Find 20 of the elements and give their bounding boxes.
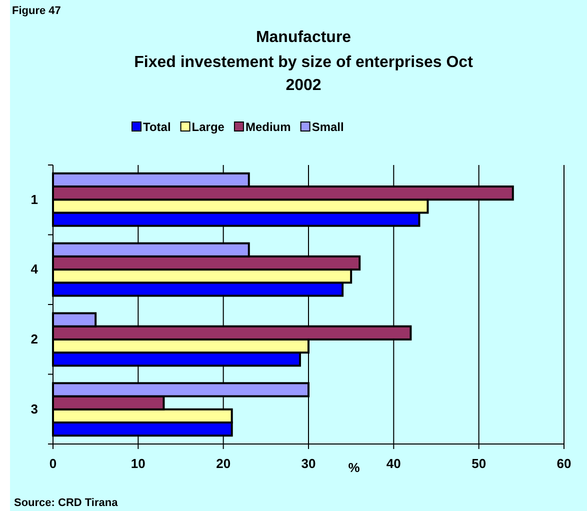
x-tick-label: 50: [472, 456, 486, 472]
y-tick-label: 3: [30, 402, 38, 417]
chart-title: Manufacture: [256, 29, 352, 46]
x-tick-label: 10: [130, 456, 146, 472]
legend-label: Medium: [245, 120, 291, 134]
x-tick-label: 20: [216, 456, 231, 472]
x-tick-label: 40: [386, 456, 401, 472]
source-note: Source: CRD Tirana: [14, 497, 119, 509]
legend-label: Large: [192, 120, 225, 134]
y-tick-label: 4: [30, 262, 39, 277]
x-axis-title: %: [348, 460, 360, 475]
chart-subtitle: Fixed investement by size of enterprises Oct 2002: [134, 54, 474, 94]
x-tick-label: 30: [301, 456, 316, 472]
x-tick-label: 60: [556, 456, 572, 472]
legend-label: Total: [143, 120, 171, 134]
legend-label: Small: [312, 120, 344, 134]
y-tick-label: 1: [30, 192, 38, 207]
x-tick-label: 0: [49, 456, 57, 472]
y-tick-label: 2: [30, 332, 38, 347]
caption: Figure 47: [12, 5, 61, 17]
